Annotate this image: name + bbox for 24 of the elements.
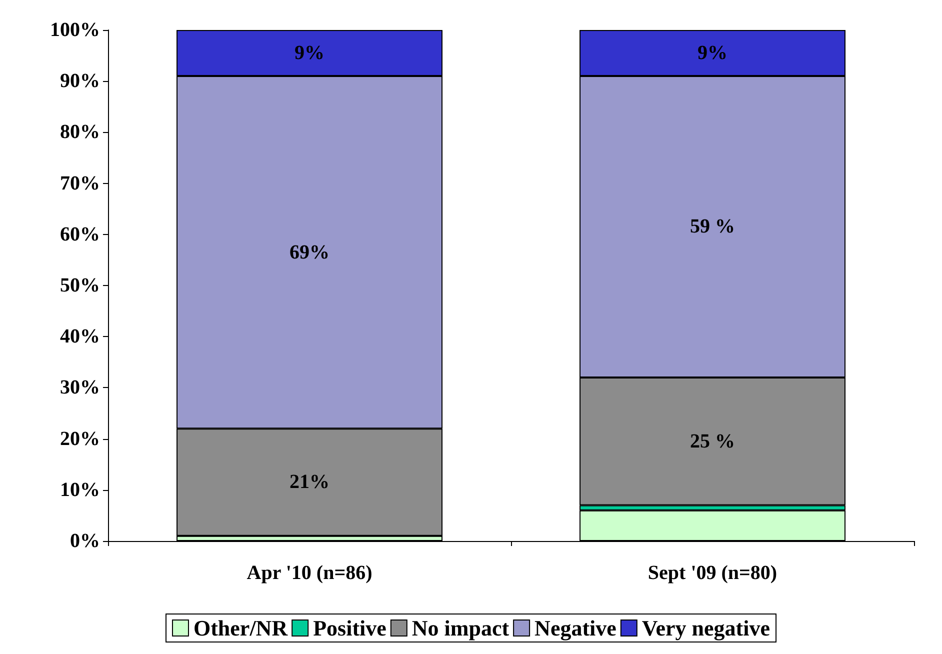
legend-label: Negative	[534, 616, 617, 640]
y-tick-label: 70%	[60, 172, 100, 194]
data-label: 9%	[294, 42, 324, 64]
legend-label: Other/NR	[193, 616, 289, 640]
data-label: 21%	[290, 471, 330, 494]
y-tick-label: 60%	[60, 223, 100, 246]
data-label: 59 %	[690, 216, 735, 238]
legend-label: Very negative	[642, 616, 770, 640]
y-tick-label: 10%	[60, 478, 100, 501]
y-tick-label: 0%	[70, 530, 100, 552]
y-tick-label: 20%	[60, 428, 100, 450]
legend-label: No impact	[412, 616, 510, 640]
legend-label: Positive	[313, 616, 387, 640]
y-tick-label: 100%	[50, 19, 100, 41]
y-tick-label: 80%	[60, 121, 100, 144]
x-tick-label: Sept '09 (n=80)	[648, 562, 778, 584]
y-tick-label: 50%	[60, 274, 100, 296]
data-label: 69%	[290, 241, 330, 264]
x-tick-label: Apr '10 (n=86)	[246, 562, 372, 584]
y-tick-label: 40%	[60, 326, 100, 348]
data-label: 9%	[698, 42, 728, 64]
data-label: 25 %	[690, 430, 735, 452]
y-tick-label: 30%	[60, 376, 100, 399]
y-tick-label: 90%	[60, 70, 100, 92]
